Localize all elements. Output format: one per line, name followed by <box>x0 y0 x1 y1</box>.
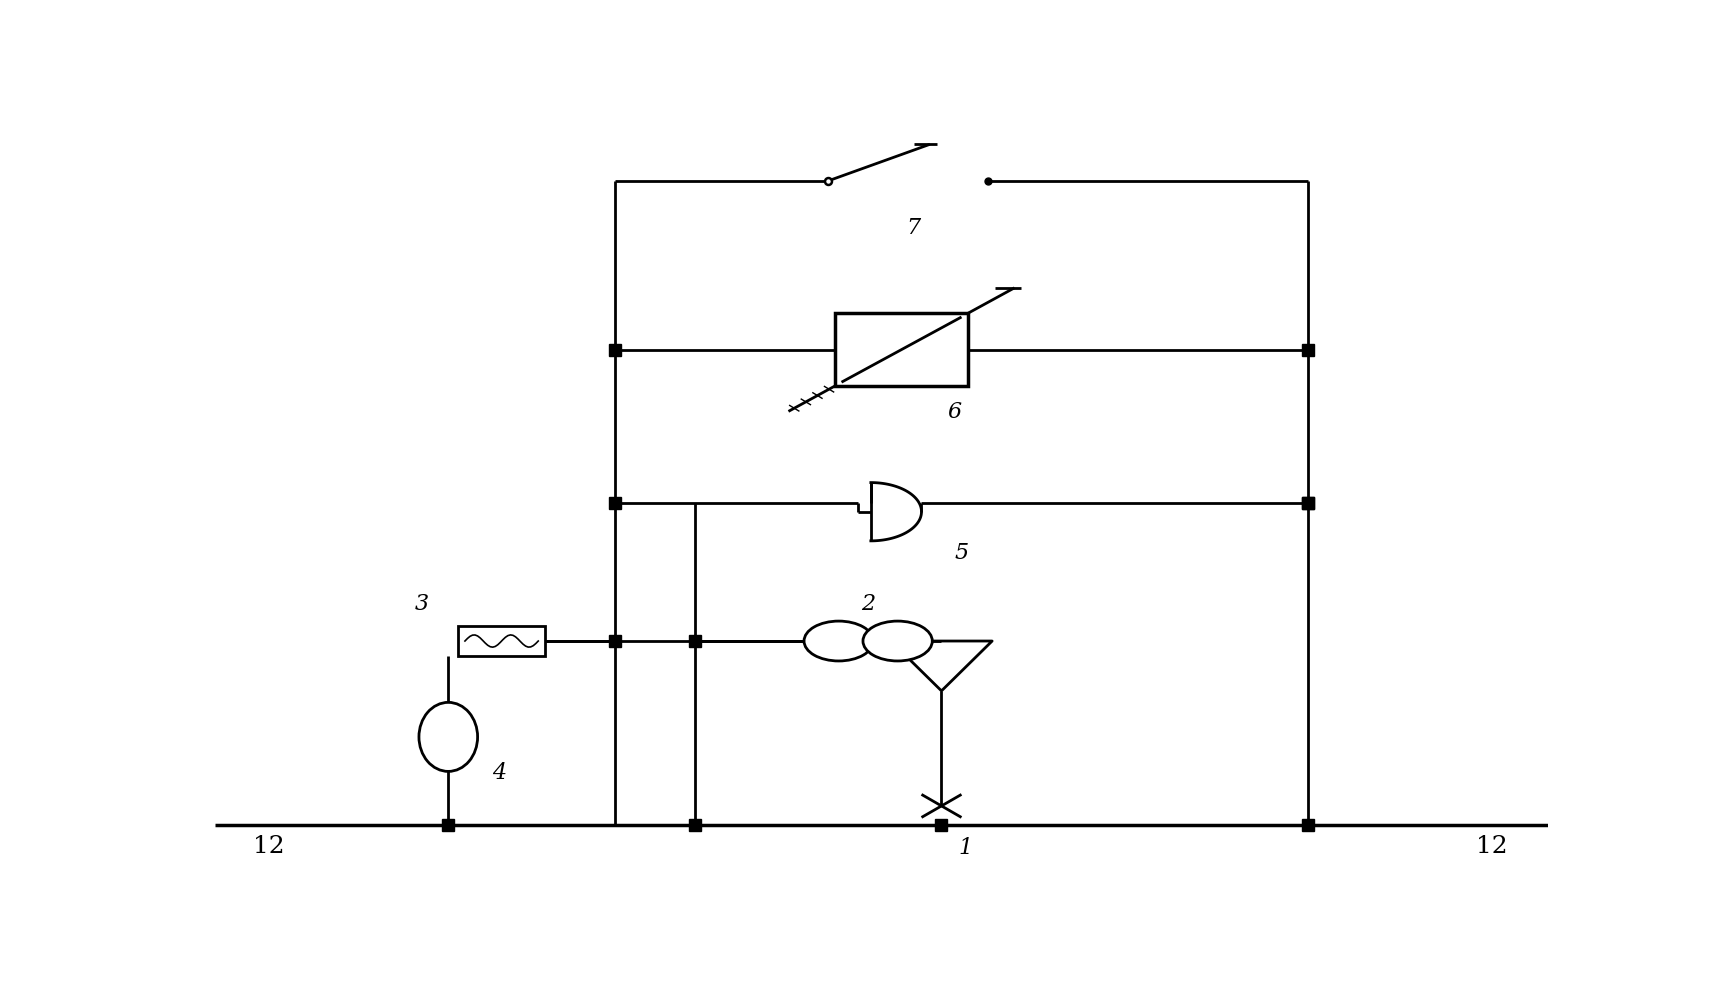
Text: 6: 6 <box>948 401 961 423</box>
Text: 7: 7 <box>906 217 920 239</box>
Text: 1: 1 <box>958 837 972 860</box>
Text: 5: 5 <box>955 542 968 564</box>
Text: 12: 12 <box>1476 835 1508 859</box>
Bar <box>458 626 545 655</box>
Text: 12: 12 <box>253 835 284 859</box>
Text: 3: 3 <box>415 594 428 616</box>
Circle shape <box>803 622 874 661</box>
Bar <box>834 313 968 386</box>
Ellipse shape <box>420 702 478 771</box>
Text: 2: 2 <box>862 594 875 616</box>
Text: 4: 4 <box>492 762 506 784</box>
Circle shape <box>863 622 932 661</box>
